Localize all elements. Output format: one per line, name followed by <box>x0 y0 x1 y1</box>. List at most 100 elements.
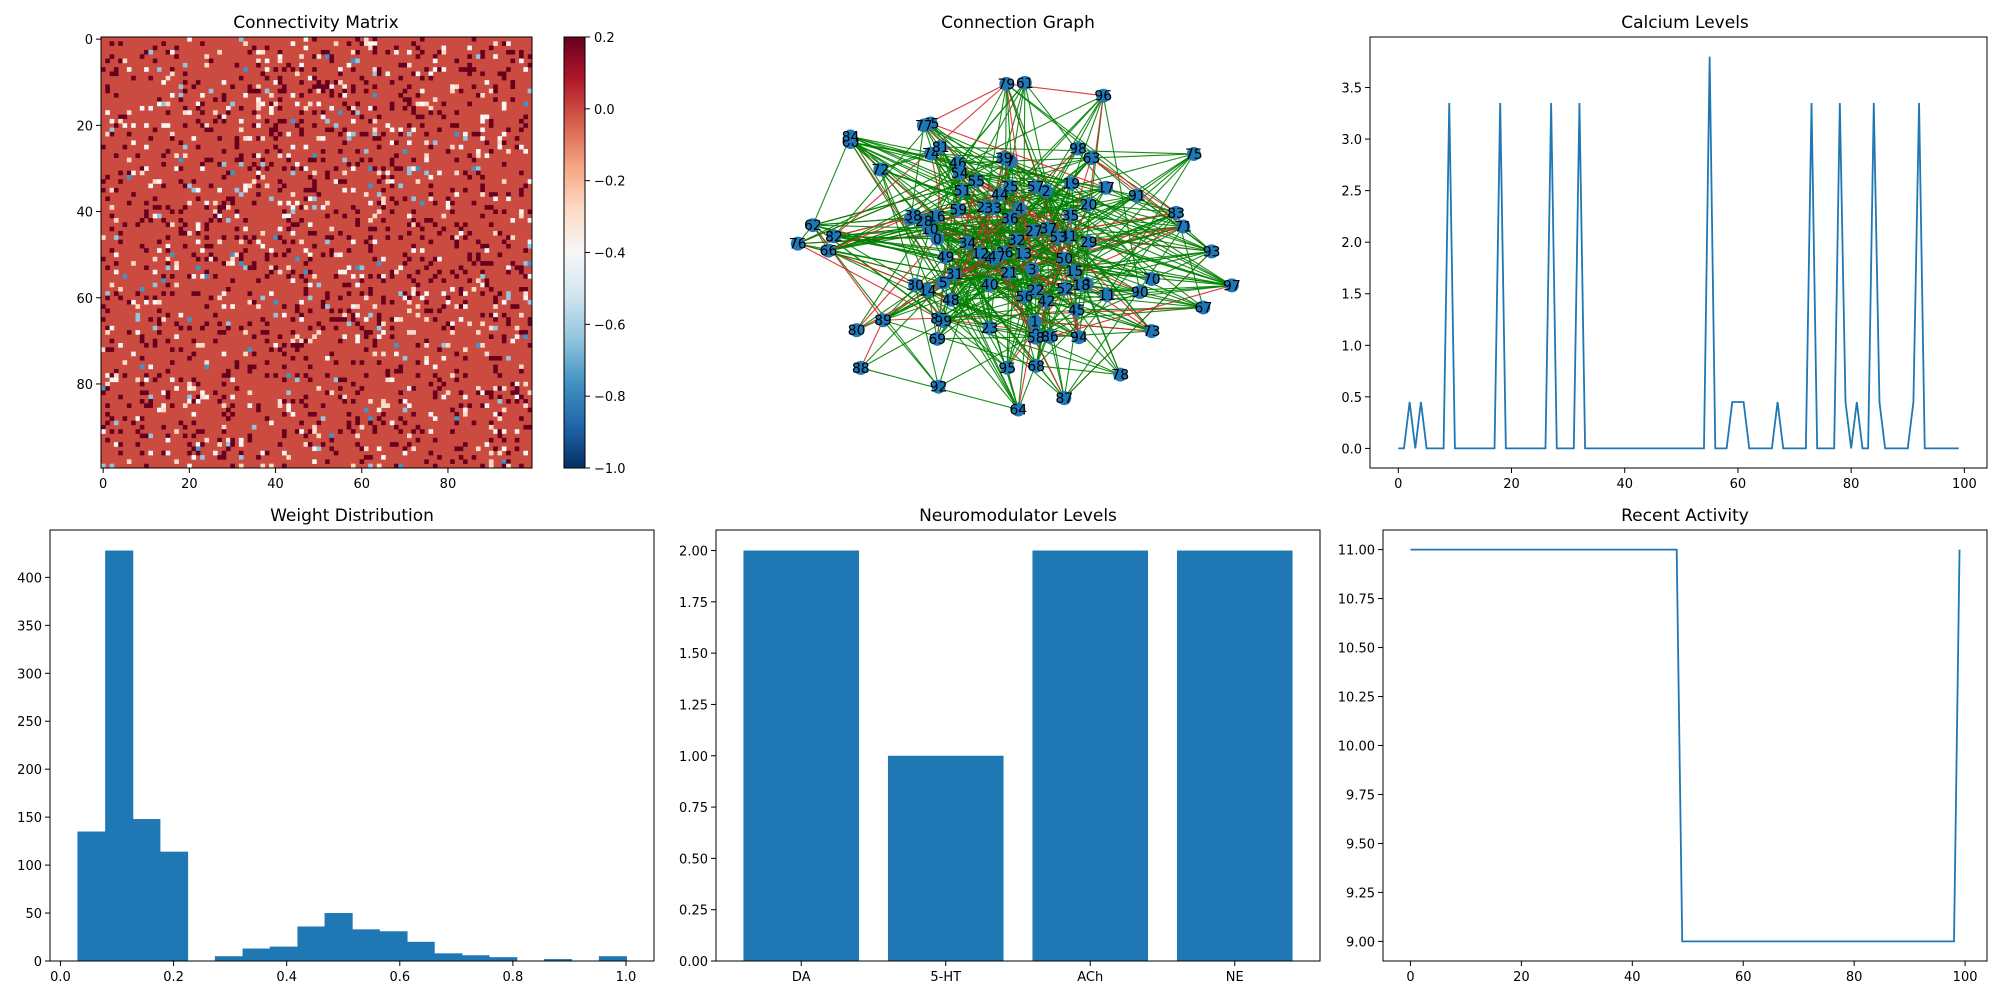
matrix-cell <box>234 386 240 391</box>
weights-bar <box>598 956 627 961</box>
matrix-cell <box>506 41 511 46</box>
matrix-cell <box>178 325 184 331</box>
matrix-cell <box>493 364 498 370</box>
graph-node-label: 92 <box>930 380 948 396</box>
matrix-cell <box>493 192 498 197</box>
matrix-cell <box>488 192 494 197</box>
weight-distribution-panel: 0.0 0.2 0.4 0.6 0.8 1.00501001502002503003504… <box>17 529 655 985</box>
matrix-cell <box>169 274 175 279</box>
matrix-cell <box>101 67 106 72</box>
matrix-cell <box>208 256 214 262</box>
graph-edge <box>912 157 1092 217</box>
matrix-cell <box>346 161 352 167</box>
matrix-cell <box>113 123 119 128</box>
matrix-cell <box>165 243 171 249</box>
matrix-cell <box>484 205 490 210</box>
matrix-cell <box>411 291 416 296</box>
graph-edge <box>797 243 940 320</box>
matrix-cell <box>221 450 227 456</box>
matrix-cell <box>389 209 395 215</box>
matrix-cell <box>113 235 119 240</box>
matrix-cell <box>363 239 369 245</box>
matrix-cell <box>450 330 455 335</box>
matrix-cell <box>234 140 240 146</box>
matrix-cell <box>523 183 528 189</box>
weights-bar <box>297 926 325 961</box>
graph-node <box>1058 281 1073 296</box>
matrix-cell <box>139 355 145 361</box>
matrix-cell <box>389 377 395 383</box>
matrix-cell <box>320 157 326 163</box>
matrix-cell <box>105 88 110 94</box>
matrix-cell <box>463 442 468 447</box>
matrix-cell <box>148 105 154 111</box>
graph-node-label: 97 <box>1223 278 1241 294</box>
matrix-cell <box>320 205 326 210</box>
matrix-cell <box>195 144 201 150</box>
matrix-cell <box>398 368 403 374</box>
matrix-cell <box>113 252 119 258</box>
matrix-cell <box>475 343 481 348</box>
matrix-cell <box>290 317 296 322</box>
matrix-cell <box>238 239 244 245</box>
matrix-cell <box>243 67 248 72</box>
graph-node <box>1071 141 1086 156</box>
matrix-cell <box>195 105 201 111</box>
matrix-cell <box>260 317 266 322</box>
graph-node <box>873 162 888 177</box>
matrix-cell <box>118 429 123 434</box>
matrix-cell <box>213 200 218 206</box>
matrix-cell <box>432 274 438 279</box>
matrix-cell <box>131 299 136 305</box>
matrix-cell <box>497 355 503 361</box>
matrix-cell <box>514 325 520 331</box>
matrix-cell <box>204 304 210 309</box>
matrix-cell <box>157 97 162 102</box>
matrix-cell <box>269 127 274 133</box>
matrix-cell <box>256 239 261 245</box>
matrix-cell <box>178 157 184 163</box>
matrix-cell <box>329 88 335 94</box>
matrix-cell <box>493 41 498 46</box>
matrix-cell <box>148 136 154 141</box>
matrix-cell <box>372 213 378 219</box>
matrix-cell <box>407 49 412 55</box>
graph-edge <box>1009 185 1070 237</box>
matrix-cell <box>411 105 416 111</box>
matrix-cell <box>312 157 317 163</box>
matrix-cell <box>458 286 464 292</box>
matrix-cell <box>230 261 235 266</box>
matrix-cell <box>527 407 533 413</box>
matrix-cell <box>346 62 352 68</box>
graph-edge <box>828 203 1089 252</box>
matrix-cell <box>152 127 158 133</box>
matrix-cell <box>368 416 373 421</box>
matrix-cell <box>415 291 421 296</box>
matrix-cell <box>501 239 507 245</box>
matrix-ytick-label: 60 <box>76 292 93 307</box>
matrix-cell <box>497 230 503 236</box>
matrix-cell <box>157 308 162 314</box>
matrix-cell <box>161 403 166 408</box>
matrix-cell <box>152 256 158 262</box>
matrix-cell <box>144 343 149 348</box>
graph-node-label: 81 <box>932 140 950 156</box>
matrix-cell <box>325 373 330 378</box>
matrix-cell <box>118 239 123 245</box>
matrix-cell <box>523 295 528 301</box>
matrix-cell <box>432 390 438 396</box>
matrix-cell <box>144 166 149 171</box>
matrix-cell <box>488 394 494 400</box>
weights-ytick-label: 250 <box>17 715 42 730</box>
matrix-cell <box>122 274 128 279</box>
matrix-cell <box>394 368 399 374</box>
matrix-cell <box>290 330 296 335</box>
graph-edge <box>856 238 938 331</box>
graph-node-label: 30 <box>906 278 924 294</box>
matrix-cell <box>454 131 460 137</box>
matrix-cell <box>312 170 317 176</box>
matrix-cell <box>286 274 291 279</box>
matrix-cell <box>325 127 330 133</box>
matrix-cell <box>441 67 447 72</box>
matrix-cell <box>381 295 386 301</box>
